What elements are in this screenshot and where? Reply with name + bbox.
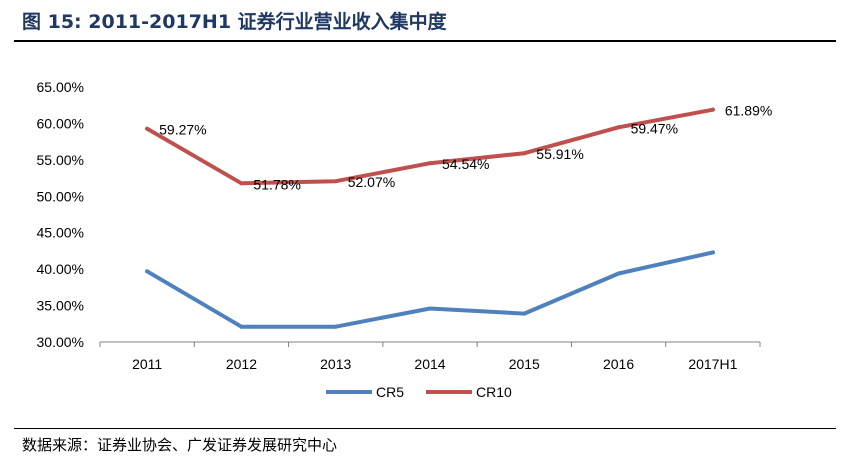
data-point [239, 324, 244, 329]
data-label: 54.54% [442, 156, 489, 172]
y-tick-label: 30.00% [37, 334, 84, 350]
x-axis-ticks: 2011 2012 2013 2014 2015 2016 2017H1 [99, 342, 761, 372]
series-line-cr10 [145, 107, 715, 186]
series-line-cr5 [145, 250, 715, 329]
data-point [239, 181, 244, 186]
legend: CR5 CR10 [326, 384, 512, 400]
y-axis-ticks: 30.00% 35.00% 40.00% 45.00% 50.00% 55.00% 60.0… [37, 79, 84, 350]
data-point [145, 126, 150, 131]
data-label: 59.27% [159, 122, 206, 138]
data-labels: 59.27% 51.78% 52.07% 54.54% 55.91% 59.47% 61.8… [159, 103, 772, 193]
x-tick-label: 2016 [603, 356, 634, 372]
y-tick-label: 55.00% [37, 152, 84, 168]
y-tick-label: 45.00% [37, 225, 84, 241]
data-point [522, 151, 527, 156]
data-label: 59.47% [631, 120, 678, 136]
data-point [333, 324, 338, 329]
data-point [428, 306, 432, 311]
data-label: 51.78% [253, 176, 300, 192]
data-point [333, 179, 338, 184]
data-point [616, 271, 621, 276]
data-label: 61.89% [725, 103, 772, 119]
legend-label: CR10 [476, 384, 512, 400]
data-point [616, 125, 621, 130]
data-point [710, 250, 715, 255]
x-tick-label: 2015 [509, 356, 540, 372]
data-label: 52.07% [348, 174, 395, 190]
series-lines [145, 107, 715, 329]
figure-title: 图 15: 2011-2017H1 证券行业营业收入集中度 [22, 11, 447, 33]
source-note: 数据来源：证券业协会、广发证券发展研究中心 [22, 436, 338, 454]
y-tick-label: 60.00% [37, 115, 84, 131]
data-point [428, 161, 432, 166]
x-tick-label: 2013 [320, 356, 351, 372]
line-chart: 30.00% 35.00% 40.00% 45.00% 50.00% 55.00% 60.0… [37, 79, 773, 400]
y-tick-label: 65.00% [37, 79, 84, 95]
x-tick-label: 2017H1 [688, 356, 737, 372]
data-point [522, 311, 527, 316]
data-label: 55.91% [536, 146, 583, 162]
source-rule [14, 428, 836, 429]
legend-label: CR5 [376, 384, 404, 400]
data-point [710, 107, 715, 112]
y-tick-label: 40.00% [37, 261, 84, 277]
data-point [145, 269, 150, 274]
x-tick-label: 2012 [226, 356, 257, 372]
y-tick-label: 50.00% [37, 188, 84, 204]
x-tick-label: 2014 [414, 356, 445, 372]
y-tick-label: 35.00% [37, 298, 84, 314]
x-tick-label: 2011 [132, 356, 162, 372]
title-rule [14, 40, 836, 42]
